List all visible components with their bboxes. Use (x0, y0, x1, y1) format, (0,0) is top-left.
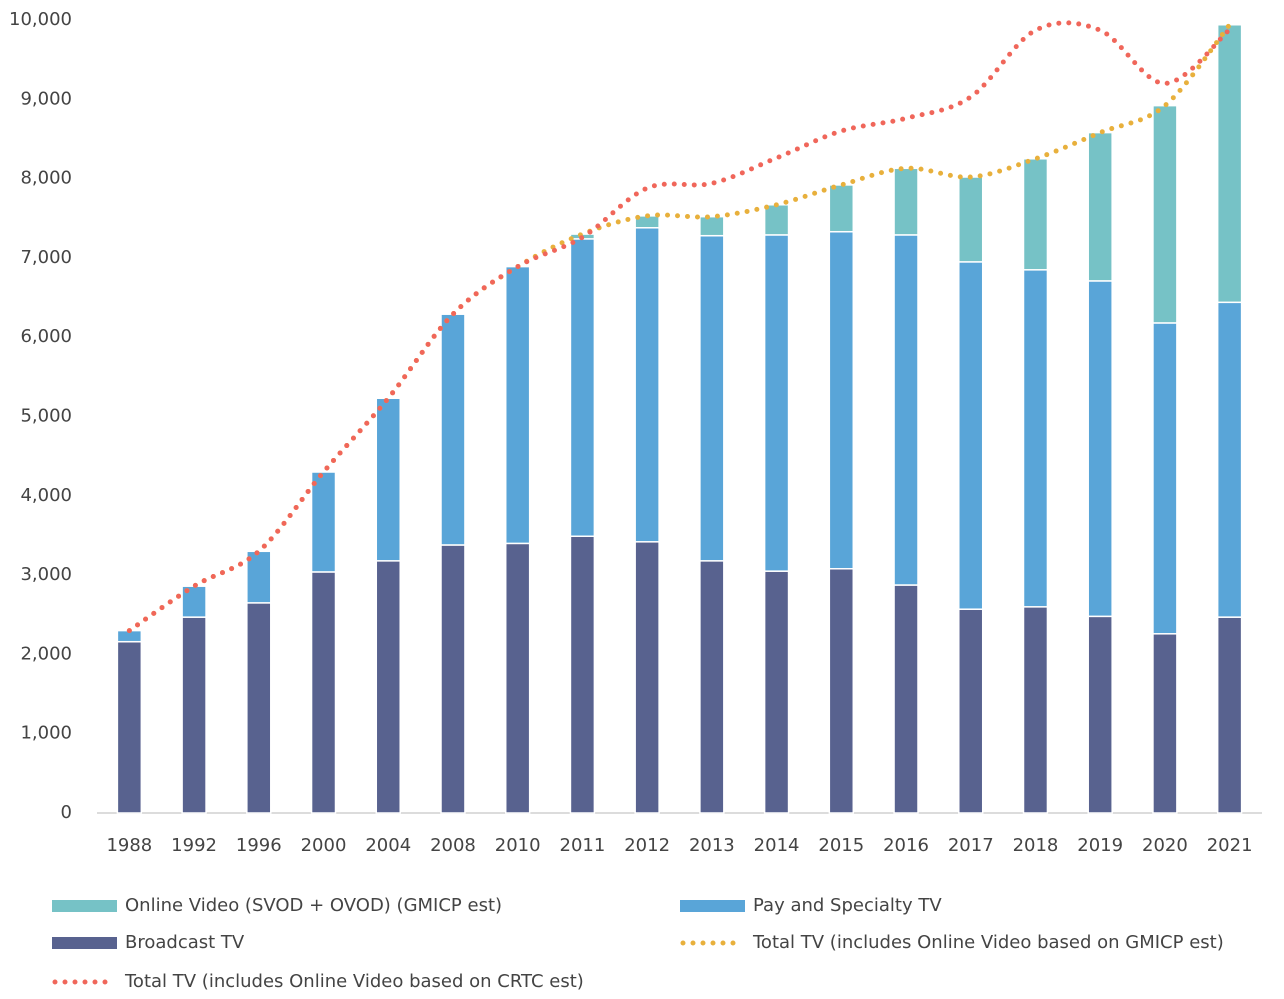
y-tick-label: 8,000 (20, 168, 72, 189)
bar-segment (116, 640, 143, 814)
bar-segment (763, 234, 790, 572)
bar-segment (1022, 606, 1049, 814)
bar-segment (1216, 301, 1243, 618)
y-tick-label: 7,000 (20, 247, 72, 268)
x-tick-label: 2015 (818, 835, 864, 856)
x-tick-label: 2017 (948, 835, 994, 856)
bar-segment (634, 541, 660, 814)
x-tick-label: 1988 (106, 835, 152, 856)
bar-segment (958, 261, 984, 610)
legend-swatch (52, 937, 117, 949)
bar-segment (893, 167, 919, 236)
bar-segment (440, 313, 466, 546)
y-tick-label: 2,000 (20, 643, 72, 664)
legend-swatch (680, 900, 745, 912)
x-tick-label: 2016 (883, 835, 929, 856)
bar-segment (1087, 131, 1113, 282)
x-tick-label: 2012 (624, 835, 670, 856)
bar-segment (763, 204, 790, 236)
bar-segment (828, 568, 855, 814)
bar-segment (181, 616, 207, 814)
x-tick-label: 2010 (495, 835, 541, 856)
y-tick-label: 1,000 (20, 723, 72, 744)
x-tick-label: 2000 (301, 835, 347, 856)
bar-segment (1152, 633, 1178, 814)
bar-segment (893, 584, 919, 814)
legend-label: Total TV (includes Online Video based on… (752, 932, 1224, 953)
y-tick-label: 9,000 (20, 88, 72, 109)
x-tick-label: 2013 (689, 835, 735, 856)
bar-segment (1216, 24, 1243, 304)
bar-segment (1216, 616, 1243, 814)
line (126, 20, 1233, 634)
bar-segment (375, 560, 401, 814)
legend-label: Pay and Specialty TV (753, 895, 942, 916)
y-tick-label: 4,000 (20, 485, 72, 506)
y-tick-label: 3,000 (20, 564, 72, 585)
x-tick-label: 2014 (754, 835, 800, 856)
x-tick-label: 1996 (236, 835, 282, 856)
bar-segment (310, 571, 337, 814)
bar-segment (828, 230, 855, 570)
bar-segment (310, 471, 337, 573)
legend-swatch (52, 900, 117, 912)
bar-segment (1087, 615, 1113, 814)
legend-label: Broadcast TV (125, 932, 245, 953)
x-tick-label: 2008 (430, 835, 476, 856)
x-tick-label: 1992 (171, 835, 217, 856)
bar-segment (246, 602, 272, 814)
line (126, 22, 1233, 634)
bar-segment (1022, 269, 1049, 608)
x-tick-label: 2018 (1013, 835, 1059, 856)
bar-segment (1087, 280, 1113, 618)
bar-segment (1022, 158, 1049, 271)
x-tick-label: 2020 (1142, 835, 1188, 856)
y-tick-label: 10,000 (9, 9, 72, 30)
x-tick-label: 2011 (560, 835, 606, 856)
x-tick-label: 2004 (365, 835, 411, 856)
y-tick-label: 6,000 (20, 326, 72, 347)
y-tick-label: 0 (61, 802, 72, 823)
bar-segment (569, 238, 596, 537)
bar-segment (893, 234, 919, 586)
legend-label: Total TV (includes Online Video based on… (124, 971, 584, 992)
bar-segment (375, 397, 401, 562)
legend-label: Online Video (SVOD + OVOD) (GMICP est) (125, 895, 502, 916)
bar-segment (699, 215, 725, 237)
bar-segment (1152, 104, 1178, 324)
bar-segment (569, 535, 596, 814)
x-tick-label: 2019 (1077, 835, 1123, 856)
bar-segment (634, 227, 660, 543)
bar-segment (828, 184, 855, 233)
bar-segment (699, 234, 725, 562)
x-tick-label: 2021 (1207, 835, 1253, 856)
bar-segment (958, 176, 984, 263)
bar-segment (440, 544, 466, 814)
bar-segment (504, 542, 531, 814)
bar-segment (699, 560, 725, 814)
bar-segment (958, 608, 984, 814)
y-tick-label: 5,000 (20, 406, 72, 427)
bar-segment (504, 265, 531, 545)
bar-segment (763, 570, 790, 814)
bar-segment (1152, 322, 1178, 635)
